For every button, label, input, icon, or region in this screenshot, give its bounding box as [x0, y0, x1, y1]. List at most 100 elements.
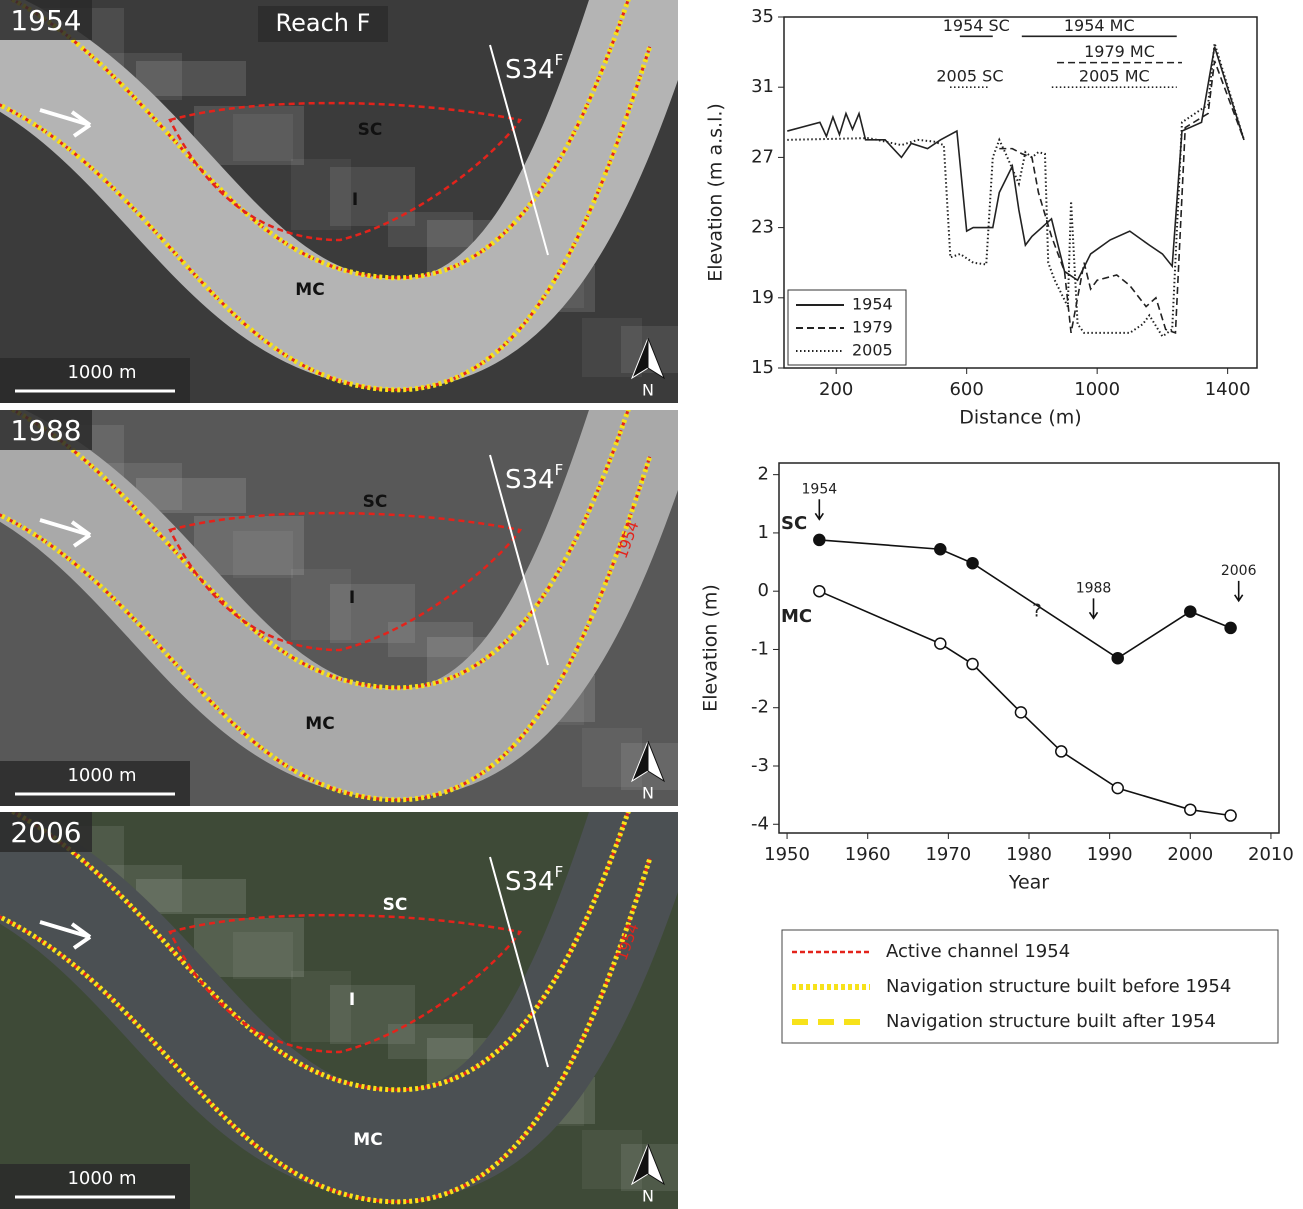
y-tick-label: -2: [751, 697, 769, 718]
channel-label: MC: [353, 1130, 382, 1150]
series-line: [999, 61, 1244, 333]
arrow: [1235, 581, 1243, 601]
map-year: 2006: [10, 816, 81, 849]
legend-label: 2005: [852, 341, 893, 360]
channel-label: I: [352, 190, 358, 210]
x-tick-label: 2000: [1167, 844, 1213, 865]
data-point: [1225, 622, 1236, 633]
series-line: [819, 540, 1230, 658]
map-panel: 1954Reach FS34FSCIMC1000 mN: [0, 0, 706, 403]
x-tick-label: 1970: [925, 844, 971, 865]
y-tick-label: 27: [751, 146, 774, 167]
section-sup: F: [555, 863, 564, 881]
range-label: 2005 MC: [1079, 67, 1150, 86]
section-name: S34: [505, 867, 555, 897]
x-tick-label: 1960: [845, 844, 891, 865]
series-line: [787, 47, 1244, 280]
data-point: [1225, 810, 1236, 821]
x-tick-label: 1980: [1006, 844, 1052, 865]
map-year: 1988: [10, 414, 81, 447]
arrow: [1090, 598, 1098, 618]
channel-label: SC: [363, 492, 388, 512]
series-label: MC: [781, 606, 812, 627]
y-tick-label: 31: [751, 76, 774, 97]
north-label: N: [642, 1187, 654, 1206]
section-name: S34: [505, 465, 555, 495]
legend-label: Navigation structure built after 1954: [886, 1011, 1216, 1032]
data-point: [1112, 783, 1123, 794]
arrow: [815, 499, 823, 519]
y-axis-label: Elevation (m): [700, 584, 722, 712]
x-axis-label: Year: [1008, 872, 1049, 894]
y-tick-label: 1: [758, 522, 769, 543]
arrow-label: 1954: [802, 481, 838, 497]
data-point: [1112, 653, 1123, 664]
field: [330, 985, 415, 1044]
channel-label: SC: [383, 895, 408, 915]
range-label: 1954 MC: [1064, 16, 1135, 35]
channel-label: MC: [295, 280, 324, 300]
data-point: [814, 534, 825, 545]
section-label: S34F: [505, 51, 563, 85]
data-point: [1185, 804, 1196, 815]
x-tick-label: 600: [949, 379, 983, 400]
channel-label: I: [349, 588, 355, 608]
y-tick-label: -1: [751, 638, 769, 659]
y-tick-label: 2: [758, 464, 769, 485]
x-tick-label: 1400: [1205, 379, 1251, 400]
section-name: S34: [505, 55, 555, 85]
range-label: 1979 MC: [1084, 42, 1155, 61]
field: [621, 743, 706, 790]
scale-label: 1000 m: [67, 765, 136, 786]
x-tick-label: 1990: [1087, 844, 1133, 865]
legend-label: Navigation structure built before 1954: [886, 976, 1231, 997]
channel-label: I: [349, 990, 355, 1010]
section-label: S34F: [505, 461, 563, 495]
field: [621, 326, 706, 373]
field: [233, 114, 293, 161]
arrow-label: 1988: [1076, 580, 1112, 596]
reach-label: Reach F: [276, 9, 371, 37]
map-year: 1954: [10, 4, 81, 37]
legend-label: 1954: [852, 295, 893, 314]
section-sup: F: [555, 51, 564, 69]
data-point: [935, 638, 946, 649]
plot-frame: [779, 463, 1279, 833]
range-label: 2005 SC: [936, 67, 1003, 86]
data-point: [967, 558, 978, 569]
scale-label: 1000 m: [67, 1168, 136, 1189]
data-point: [1056, 746, 1067, 757]
legend-label: 1979: [852, 318, 893, 337]
y-axis-label: Elevation (m a.s.l.): [705, 103, 727, 282]
channel-label: MC: [305, 714, 334, 734]
north-label: N: [642, 381, 654, 400]
y-tick-label: 15: [751, 357, 774, 378]
field: [233, 531, 293, 578]
y-tick-label: 0: [758, 580, 769, 601]
x-tick-label: 1950: [764, 844, 810, 865]
x-axis-label: Distance (m): [959, 407, 1081, 429]
field: [330, 584, 415, 643]
data-point: [1015, 707, 1026, 718]
data-point: [814, 586, 825, 597]
field: [136, 61, 246, 96]
data-point: [935, 544, 946, 555]
y-tick-label: 23: [751, 217, 774, 238]
field: [233, 932, 293, 979]
y-tick-label: 19: [751, 287, 774, 308]
x-tick-label: 200: [819, 379, 853, 400]
arrow-label: 2006: [1221, 563, 1257, 579]
series-label: SC: [781, 513, 807, 534]
y-tick-label: 35: [751, 6, 774, 27]
y-tick-label: -3: [751, 755, 769, 776]
data-point: [1185, 606, 1196, 617]
section-label: S34F: [505, 863, 563, 897]
scale-label: 1000 m: [67, 362, 136, 383]
uncertain-label: ?: [1032, 601, 1042, 622]
y-tick-label: -4: [751, 813, 769, 834]
map-content: 1988S34FSCIMC19541000 mN: [0, 344, 706, 806]
